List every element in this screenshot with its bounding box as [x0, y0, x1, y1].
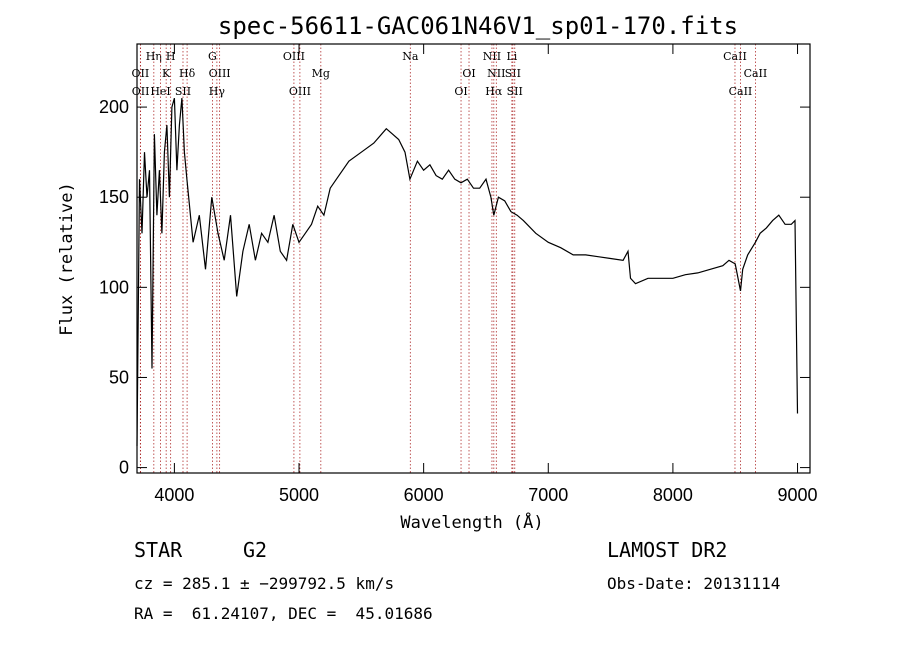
spectral-line-label: CaII	[744, 67, 768, 80]
spectral-line-label: OIII	[209, 67, 231, 80]
spectral-line-label: OI	[454, 85, 467, 98]
spectral-line-label: Mg	[312, 67, 330, 80]
spectral-line-label: CaII	[723, 50, 747, 63]
spectral-line-label: OIII	[289, 85, 311, 98]
spectral-line-label: OI	[462, 67, 475, 80]
x-axis-label: Wavelength (Å)	[400, 511, 543, 533]
x-axis-ticks: 4000 5000 6000 7000 8000 9000	[154, 44, 818, 505]
y-tick-label: 150	[99, 187, 129, 207]
y-tick-label: 50	[109, 367, 129, 387]
chart-title: spec-56611-GAC061N46V1_sp01-170.fits	[218, 12, 738, 40]
spectral-line-label: Hδ	[179, 67, 196, 80]
x-tick-label: 4000	[154, 485, 194, 505]
spectral-line-label: CaII	[729, 85, 753, 98]
y-tick-label: 0	[119, 458, 129, 478]
x-tick-label: 7000	[528, 485, 568, 505]
spectral-line-label: SII	[175, 85, 191, 98]
spectral-line-label: OIII	[283, 50, 305, 63]
spectral-line-label: NII	[483, 50, 501, 63]
spectral-line-label: Na	[402, 50, 419, 63]
x-tick-label: 9000	[778, 485, 818, 505]
spectral-line-label: Hγ	[209, 85, 226, 98]
coordinates: RA = 61.24107, DEC = 45.01686	[134, 604, 433, 623]
x-tick-label: 6000	[404, 485, 444, 505]
plot-frame	[136, 43, 811, 474]
spectral-line-label: Hη	[146, 50, 162, 63]
spectral-line-label: OII	[132, 85, 150, 98]
object-subclass: G2	[243, 538, 268, 562]
object-class: STAR	[134, 538, 183, 562]
spectral-line-label: SII	[507, 85, 523, 98]
y-tick-label: 100	[99, 277, 129, 297]
spectral-line-label: H	[166, 50, 176, 63]
spectral-line-label: Li	[506, 50, 517, 63]
spectral-line-label: G	[208, 50, 217, 63]
spectral-line-label: HeI	[150, 85, 170, 98]
y-tick-label: 200	[99, 97, 129, 117]
y-axis-ticks: 0 50 100 150 200	[99, 97, 810, 478]
spectral-line-markers: OIIOIIHηHeIKHSIIHδGHγOIIIOIIIOIIIMgNaOIO…	[132, 44, 768, 473]
y-axis-label: Flux (relative)	[57, 182, 77, 336]
redshift-cz: cz = 285.1 ± −299792.5 km/s	[134, 574, 395, 593]
spectrum-line	[136, 97, 799, 447]
x-tick-label: 5000	[279, 485, 319, 505]
spectral-line-label: SII	[505, 67, 521, 80]
x-tick-label: 8000	[653, 485, 693, 505]
spectral-line-label: NII	[487, 67, 505, 80]
survey-name: LAMOST DR2	[607, 538, 728, 562]
spectral-line-label: Hα	[485, 85, 503, 98]
spectral-line-label: K	[162, 67, 171, 80]
observation-date: Obs-Date: 20131114	[607, 574, 781, 593]
